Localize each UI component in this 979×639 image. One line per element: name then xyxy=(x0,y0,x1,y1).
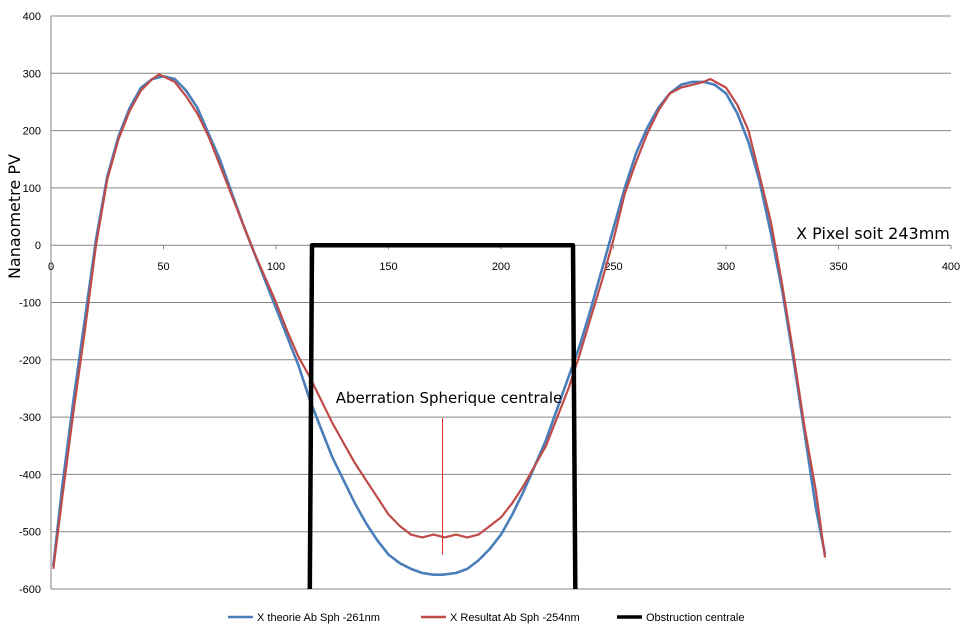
x-tick-label: 50 xyxy=(157,261,169,273)
y-tick-label: 200 xyxy=(23,126,41,138)
y-tick-label: 300 xyxy=(23,68,41,80)
y-tick-label: -400 xyxy=(19,469,41,481)
series-line-2 xyxy=(52,73,827,570)
x-tick-label: 300 xyxy=(717,261,735,273)
legend-label: Obstruction centrale xyxy=(646,612,744,624)
y-tick-label: 100 xyxy=(23,183,41,195)
legend-label: X Resultat Ab Sph -254nm xyxy=(450,612,580,624)
series-lines xyxy=(52,73,827,590)
x-tick-label: 250 xyxy=(604,261,622,273)
y-tick-label: 400 xyxy=(23,11,41,23)
y-tick-label: -500 xyxy=(19,527,41,539)
legend: X theorie Ab Sph -261nm X Resultat Ab Sph… xyxy=(228,612,744,624)
series-line-3 xyxy=(307,242,578,590)
x-tick-labels: 0 50 100 150 200 250 300 350 400 xyxy=(48,261,960,273)
legend-label: X theorie Ab Sph -261nm xyxy=(257,612,380,624)
y-axis-title: Nanaometre PV xyxy=(5,154,24,279)
x-axis-title: X Pixel soit 243mm xyxy=(796,224,950,243)
y-tick-label: -200 xyxy=(19,355,41,367)
x-tick-label: 200 xyxy=(492,261,510,273)
x-tick-label: 0 xyxy=(48,261,54,273)
y-tick-label: -100 xyxy=(19,298,41,310)
y-tick-label: 0 xyxy=(35,240,41,252)
x-tick-label: 150 xyxy=(379,261,397,273)
series-line-1 xyxy=(52,74,827,577)
x-tick-label: 100 xyxy=(267,261,285,273)
annotation-label: Aberration Spherique centrale xyxy=(336,389,563,407)
x-tick-label: 350 xyxy=(829,261,847,273)
y-tick-labels: 400 300 200 100 0 -100 -200 -300 -400 -500 -600 xyxy=(19,11,41,596)
y-tick-label: -300 xyxy=(19,412,41,424)
y-tick-label: -600 xyxy=(19,584,41,596)
x-tick-label: 400 xyxy=(942,261,960,273)
